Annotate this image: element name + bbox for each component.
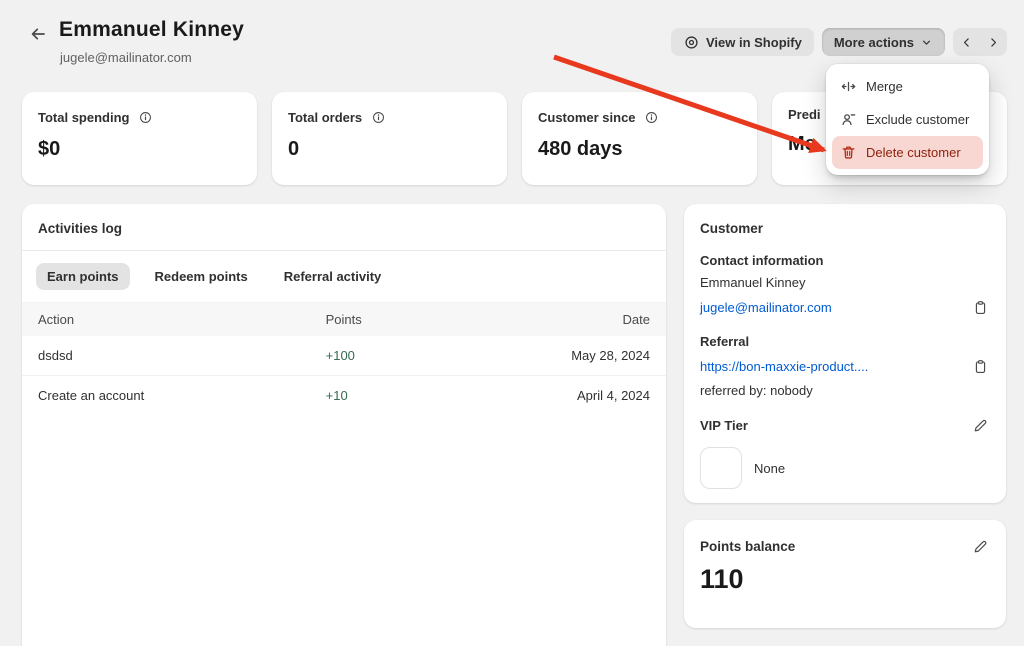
copy-referral-link-button[interactable] [970,356,990,376]
next-page-button[interactable] [980,28,1007,56]
menu-item-exclude-customer[interactable]: Exclude customer [832,103,983,136]
stat-value: 480 days [538,138,623,160]
stat-value: 0 [288,138,300,160]
menu-item-merge[interactable]: Merge [832,70,983,103]
person-minus-icon [840,111,857,128]
clipboard-icon [972,299,989,316]
table-header: Action Points Date [22,302,666,336]
page-subtitle: jugele@mailinator.com [60,50,192,65]
page-title: Emmanuel Kinney [59,18,245,41]
cell-points: +100 [325,348,355,363]
cell-date: May 28, 2024 [571,348,650,363]
contact-information-label: Contact information [700,253,824,268]
vip-tier-value: None [754,460,786,476]
stat-value: $0 [38,138,61,160]
stat-card-total-orders: Total orders 0 [272,92,507,185]
chevron-right-icon [987,36,1000,49]
referred-by-text: referred by: nobody [700,383,813,398]
chevron-down-icon [920,36,933,49]
points-balance-title: Points balance [700,538,796,554]
column-header-action: Action [38,312,75,327]
tab-referral-activity[interactable]: Referral activity [273,263,393,290]
view-in-shopify-button[interactable]: View in Shopify [670,28,814,56]
info-icon[interactable] [135,107,155,127]
eye-icon [683,34,700,51]
view-in-shopify-label: View in Shopify [705,34,802,50]
cell-action: dsdsd [38,348,73,363]
pagination [953,28,1007,56]
edit-points-balance-button[interactable] [970,536,990,556]
menu-item-label: Exclude customer [866,112,970,127]
more-actions-label: More actions [833,34,914,50]
customer-card-title: Customer [700,221,764,236]
clipboard-icon [972,358,989,375]
edit-vip-tier-button[interactable] [970,415,990,435]
cell-action: Create an account [38,388,145,403]
referral-label: Referral [700,334,750,349]
activities-log-card: Activities log Earn points Redeem points… [22,204,666,646]
stat-label: Predi [788,107,821,122]
menu-item-delete-customer[interactable]: Delete customer [832,136,983,169]
menu-item-label: Merge [866,79,903,94]
stat-label: Total orders [288,109,363,125]
activities-tabs: Earn points Redeem points Referral activ… [22,251,666,302]
info-icon[interactable] [642,107,662,127]
trash-icon [840,144,857,161]
arrow-left-icon [28,24,48,44]
stat-card-customer-since: Customer since 480 days [522,92,757,185]
menu-item-label: Delete customer [866,145,961,160]
stat-label: Total spending [38,109,130,125]
more-actions-button[interactable]: More actions [821,28,945,56]
column-header-points: Points [325,312,362,327]
customer-card: Customer Contact information Emmanuel Ki… [684,204,1006,503]
back-button[interactable] [26,22,50,46]
vip-tier-thumbnail [700,447,742,489]
points-balance-value: 110 [700,564,744,594]
points-balance-card: Points balance 110 [684,520,1006,628]
table-row: dsdsd +100 May 28, 2024 [22,336,666,376]
vip-tier-label: VIP Tier [700,417,748,433]
stat-label: Customer since [538,109,636,125]
more-actions-menu: Merge Exclude customer Delete customer [826,64,989,175]
stat-card-total-spending: Total spending $0 [22,92,257,185]
tab-earn-points[interactable]: Earn points [36,263,130,290]
header-actions: View in Shopify More actions [670,28,1007,56]
cell-points: +10 [325,388,348,403]
referral-link[interactable]: https://bon-maxxie-product.... [700,358,869,374]
copy-email-button[interactable] [970,297,990,317]
info-icon[interactable] [368,107,388,127]
chevron-left-icon [960,36,973,49]
pencil-icon [972,538,989,555]
cell-date: April 4, 2024 [577,388,650,403]
customer-email-link[interactable]: jugele@mailinator.com [700,299,832,315]
merge-icon [840,78,857,95]
previous-page-button[interactable] [953,28,980,56]
pencil-icon [972,417,989,434]
table-row: Create an account +10 April 4, 2024 [22,376,666,415]
customer-name: Emmanuel Kinney [700,275,806,290]
column-header-date: Date [622,312,650,327]
tab-redeem-points[interactable]: Redeem points [144,263,259,290]
activities-log-title: Activities log [22,204,666,251]
